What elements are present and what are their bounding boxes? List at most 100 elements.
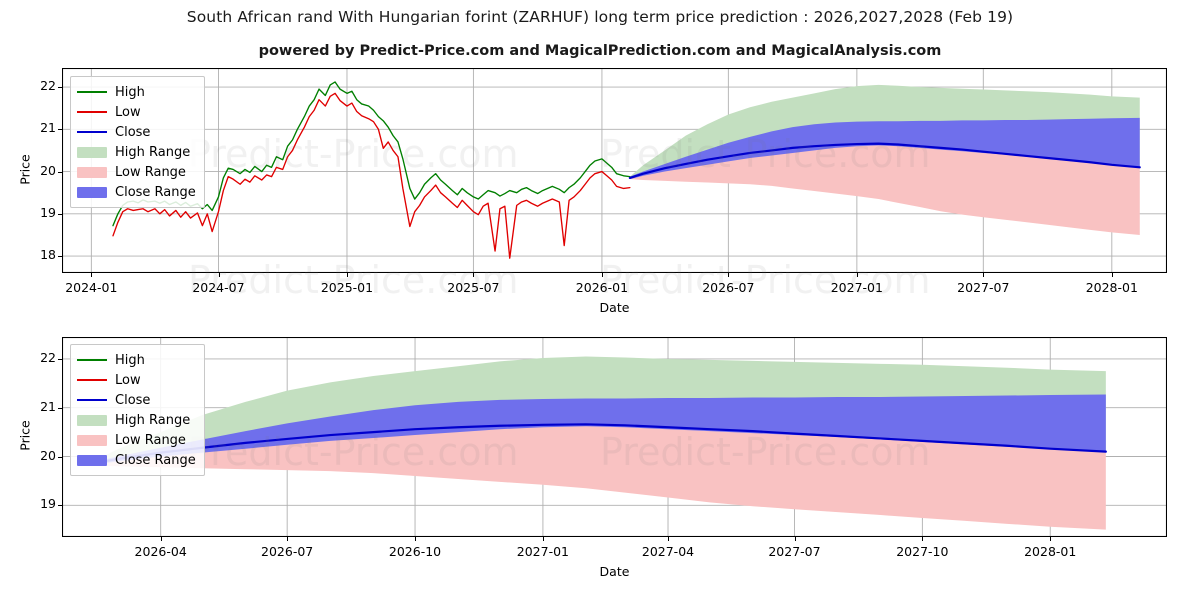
x-tick-label: 2028-01	[1085, 280, 1138, 295]
legend-swatch-patch-icon	[77, 186, 107, 198]
legend-item-label: Close Range	[115, 184, 196, 200]
y-axis-title: Price	[17, 153, 33, 185]
x-tick-label: 2027-10	[896, 544, 949, 559]
band-close-range	[91, 394, 1106, 466]
x-tick-label: 2026-10	[388, 544, 442, 559]
y-tick-mark	[58, 171, 62, 173]
x-tick-mark	[542, 537, 544, 541]
y-tick-mark	[58, 256, 62, 258]
x-tick-label: 2027-04	[641, 544, 695, 559]
y-axis-title: Price	[17, 420, 33, 451]
legend-item-low[interactable]: Low	[77, 102, 196, 122]
legend-swatch-line-icon	[77, 394, 107, 406]
series-close	[628, 142, 1141, 179]
x-axis-title: Date	[599, 564, 630, 579]
legend-swatch-patch-icon	[77, 454, 107, 466]
x-tick-mark	[1050, 537, 1052, 541]
legend-swatch-patch-icon	[77, 166, 107, 178]
x-tick-label: 2026-07	[261, 544, 314, 559]
legend-item-close[interactable]: Close	[77, 390, 196, 410]
legend-swatch-line-icon	[77, 126, 107, 138]
x-tick-label: 2027-07	[957, 280, 1010, 295]
band-close-range	[629, 117, 1140, 180]
legend-item-label: High Range	[115, 412, 191, 428]
legend-item-low[interactable]: Low	[77, 370, 196, 390]
y-tick-mark	[58, 456, 62, 458]
y-tick-label: 19	[40, 496, 56, 512]
legend-item-high-range[interactable]: High Range	[77, 142, 196, 162]
y-tick-mark	[58, 407, 62, 409]
legend-item-close[interactable]: Close	[77, 122, 196, 142]
page-title: South African rand With Hungarian forint…	[186, 8, 1014, 26]
x-tick-label: 2026-01	[575, 280, 629, 295]
y-tick-label: 20	[40, 447, 56, 463]
x-tick-label: 2026-04	[134, 544, 187, 559]
y-tick-mark	[58, 359, 62, 360]
x-axis-title: Date	[599, 300, 630, 315]
x-tick-mark	[160, 537, 162, 541]
chart-legend[interactable]: High Low Close High Range Low Range Close Ran…	[70, 76, 205, 208]
legend-item-label: High	[115, 352, 145, 368]
x-tick-mark	[983, 273, 985, 277]
y-tick-mark	[58, 505, 62, 507]
y-tick-label: 19	[40, 204, 56, 220]
series-close	[90, 423, 1107, 465]
x-tick-mark	[287, 537, 289, 541]
x-tick-mark	[794, 537, 796, 541]
y-tick-label: 21	[40, 398, 56, 414]
x-tick-label: 2027-07	[768, 544, 821, 559]
legend-swatch-line-icon	[77, 354, 107, 366]
legend-item-low-range[interactable]: Low Range	[77, 162, 196, 182]
page-subtitle: powered by Predict-Price.com and Magical…	[258, 43, 942, 59]
legend-item-high[interactable]: High	[77, 82, 196, 102]
legend-swatch-patch-icon	[77, 414, 107, 426]
x-tick-mark	[922, 537, 924, 541]
legend-swatch-patch-icon	[77, 434, 107, 446]
x-tick-label: 2027-01	[830, 280, 883, 295]
top-chart-plot	[62, 68, 1167, 273]
legend-item-label: Low	[115, 372, 141, 388]
y-tick-mark	[58, 129, 62, 131]
legend-item-high[interactable]: High	[77, 350, 196, 370]
legend-swatch-line-icon	[77, 86, 107, 98]
legend-item-label: Low Range	[115, 164, 186, 180]
y-tick-label: 20	[40, 162, 56, 178]
x-tick-mark	[415, 537, 416, 541]
x-tick-mark	[601, 273, 603, 277]
legend-item-label: Low	[115, 104, 141, 120]
x-tick-label: 2026-07	[702, 280, 755, 295]
legend-swatch-patch-icon	[77, 146, 107, 158]
x-tick-mark	[856, 273, 858, 277]
band-low-range	[91, 424, 1106, 530]
legend-item-label: Close Range	[115, 452, 196, 468]
x-tick-label: 2024-01	[65, 280, 118, 295]
x-tick-label: 2027-01	[516, 544, 570, 559]
x-tick-mark	[347, 273, 348, 277]
y-tick-mark	[58, 87, 62, 88]
series-low	[112, 92, 631, 259]
bottom-chart-panel	[62, 337, 1167, 537]
band-low-range	[629, 143, 1140, 235]
legend-item-high-range[interactable]: High Range	[77, 410, 196, 430]
y-tick-mark	[58, 213, 62, 215]
x-tick-label: 2028-01	[1024, 544, 1077, 559]
x-tick-mark	[1111, 273, 1113, 277]
y-tick-label: 22	[40, 349, 56, 365]
x-tick-mark	[473, 273, 475, 277]
legend-item-low-range[interactable]: Low Range	[77, 430, 196, 450]
legend-item-label: Close	[115, 392, 151, 408]
legend-item-label: High	[115, 84, 145, 100]
x-tick-label: 2025-01	[320, 280, 374, 295]
top-chart-panel	[62, 68, 1167, 273]
legend-item-close-range[interactable]: Close Range	[77, 182, 196, 202]
y-tick-label: 21	[40, 120, 56, 136]
x-tick-label: 2025-07	[447, 280, 500, 295]
legend-item-close-range[interactable]: Close Range	[77, 450, 196, 470]
x-tick-mark	[91, 273, 93, 277]
chart-legend[interactable]: High Low Close High Range Low Range Close Ran…	[70, 344, 205, 476]
y-tick-label: 18	[40, 247, 56, 263]
x-tick-mark	[668, 537, 669, 541]
x-tick-mark	[218, 273, 220, 277]
legend-item-label: Close	[115, 124, 151, 140]
